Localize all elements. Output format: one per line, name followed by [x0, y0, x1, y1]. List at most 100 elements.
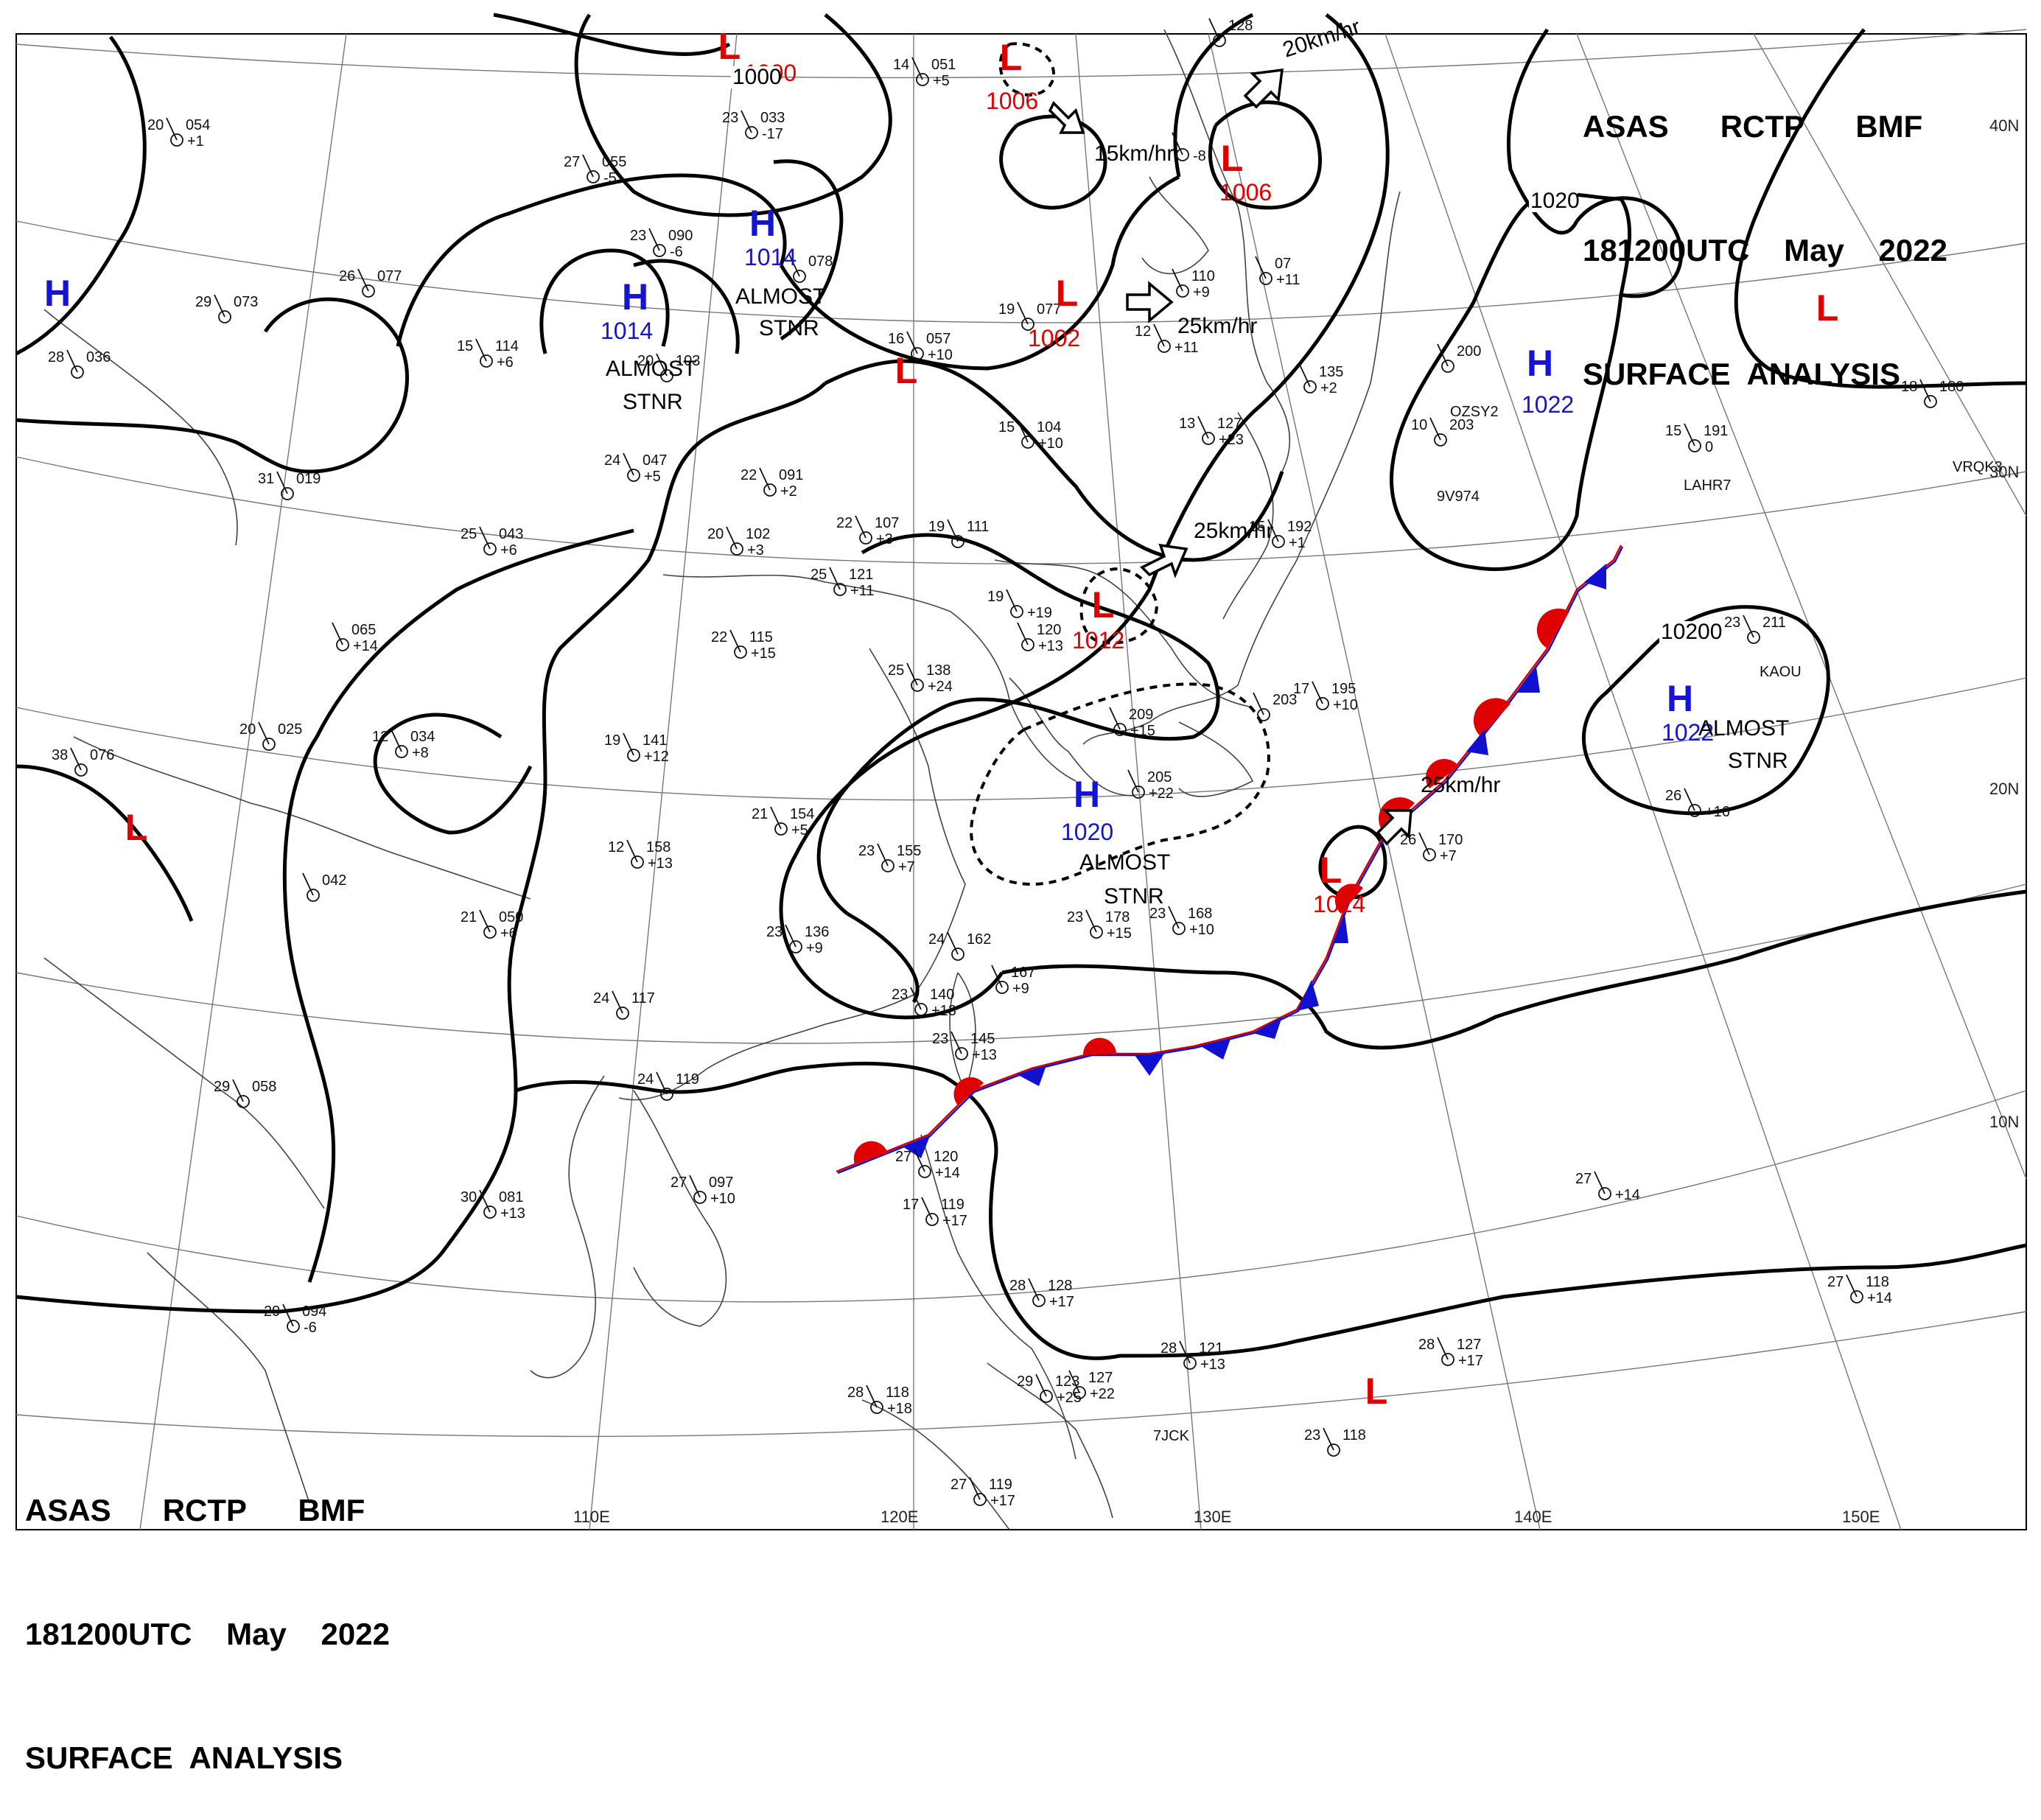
station-plot: 19 +19	[987, 589, 1052, 621]
station-pressure: 118	[886, 1385, 909, 1401]
low-pressure-center: L	[1000, 37, 1023, 78]
station-plot: 26 170+7	[1400, 832, 1463, 864]
header-line-3: SURFACE ANALYSIS	[1583, 357, 1900, 391]
station-circle	[1010, 605, 1023, 618]
station-circle	[916, 73, 929, 86]
station-plot: 38 076	[52, 747, 114, 777]
station-pressure: 117	[631, 990, 655, 1007]
header-line-3: SURFACE ANALYSIS	[25, 1740, 343, 1775]
station-pressure-tendency: +10	[928, 347, 953, 363]
station-pressure: 127	[1457, 1337, 1481, 1353]
station-circle	[918, 1165, 931, 1178]
station-pressure: 120	[934, 1149, 958, 1165]
wind-barb	[612, 990, 623, 1014]
station-plot: 24 162	[928, 931, 991, 961]
station-pressure: 077	[1037, 301, 1061, 318]
longitude-label: 150E	[1842, 1508, 1880, 1526]
longitude-labels: 110E 120E 130E 140E 150E	[573, 1508, 1880, 1526]
station-circle	[1021, 435, 1034, 449]
header-agency: BMF	[1855, 109, 1923, 144]
wind-barb	[623, 452, 634, 476]
station-plot: 065+14	[332, 622, 378, 654]
station-pressure-tendency: +1	[187, 133, 204, 150]
station-pressure-tendency: +5	[644, 469, 661, 485]
station-pressure: 033	[760, 110, 785, 126]
wind-barb	[951, 1031, 962, 1054]
station-plot: 23 145+13	[932, 1031, 997, 1063]
station-plot: 23 178+15	[1067, 909, 1132, 942]
station-pressure: 180	[1939, 379, 1964, 395]
station-temperature: 23	[1724, 615, 1740, 631]
latitude-label: 30N	[1989, 463, 2019, 481]
station-pressure-tendency: +24	[928, 679, 953, 695]
station-temperature: 28	[48, 349, 64, 365]
station-plot: 22 091+2	[741, 467, 803, 500]
pressure-value: 1020	[1061, 819, 1113, 845]
station-circle	[1090, 925, 1103, 939]
station-pressure: 036	[86, 349, 111, 365]
motion-speed-label: 25km/hr	[1421, 773, 1500, 797]
station-temperature: 23	[892, 987, 908, 1003]
station-pressure: 154	[790, 806, 814, 822]
station-circle	[307, 889, 320, 902]
station-circle	[1327, 1443, 1340, 1457]
station-pressure-tendency: +3	[876, 531, 893, 547]
station-pressure-tendency: 0	[1705, 439, 1713, 455]
station-plot: 30 081+13	[461, 1189, 525, 1222]
station-pressure: 128	[1048, 1278, 1072, 1294]
station-circle	[693, 1191, 707, 1204]
station-pressure: 058	[252, 1079, 276, 1095]
station-pressure: 034	[410, 729, 435, 745]
station-plot: 19 077	[998, 301, 1061, 331]
station-pressure: 057	[926, 331, 951, 347]
station-pressure: 119	[676, 1071, 699, 1088]
header-bottom-left: ASAS RCTP BMF 181200UTC May 2022 SURFACE…	[25, 1407, 390, 1820]
low-pressure-center: L	[1320, 850, 1342, 891]
station-pressure: 054	[186, 117, 210, 133]
station-pressure-tendency: +6	[500, 925, 517, 942]
wind-barb	[1006, 589, 1018, 612]
station-plot: 135+2	[1299, 364, 1343, 396]
station-circle	[653, 244, 666, 257]
station-circle	[1176, 284, 1189, 298]
station-temperature: 29	[1017, 1373, 1033, 1390]
station-circle	[1202, 432, 1215, 445]
station-pressure-tendency: +2	[1320, 380, 1337, 396]
station-pressure-tendency: +10	[710, 1191, 735, 1207]
station-pressure: 076	[90, 747, 114, 763]
low-pressure-center: L	[895, 350, 918, 391]
station-circle	[1040, 1390, 1053, 1403]
station-plot: 19 141+12	[604, 732, 669, 765]
header-agency: BMF	[298, 1493, 365, 1527]
stationary-label: ALMOST	[606, 357, 696, 381]
station-pressure: 170	[1438, 832, 1463, 848]
wind-barb	[166, 117, 178, 141]
header-top-right: ASAS RCTP BMF 181200UTC May 2022 SURFACE…	[1583, 24, 1947, 436]
station-plot: 21 050+6	[461, 909, 523, 942]
station-plot: 128	[1208, 18, 1253, 47]
station-pressure: 178	[1105, 909, 1130, 925]
station-plot: 127+22	[1068, 1370, 1115, 1402]
station-pressure-tendency: +7	[1440, 848, 1457, 864]
station-circle	[774, 822, 788, 836]
station-circle	[859, 531, 872, 545]
wind-barb	[1299, 364, 1311, 388]
pressure-value: 1006	[986, 88, 1038, 114]
station-pressure: 155	[897, 843, 921, 859]
station-pressure: 051	[931, 57, 956, 73]
station-pressure-tendency: +22	[1090, 1386, 1115, 1402]
station-pressure: 203	[1449, 417, 1474, 433]
isobar-label: 10200	[1661, 620, 1722, 644]
wind-barb	[1085, 909, 1097, 933]
wind-barb	[391, 729, 402, 752]
station-pressure: 097	[709, 1175, 733, 1191]
wind-barb	[1035, 1373, 1047, 1397]
station-plot: 17 195+10	[1293, 681, 1358, 713]
station-circle	[870, 1401, 883, 1414]
wind-barb	[689, 1175, 701, 1198]
station-pressure-tendency: +13	[972, 1047, 997, 1063]
station-plot: 15 114+6	[457, 338, 519, 371]
ship-id: 7JCK	[1153, 1428, 1190, 1444]
station-temperature: 13	[1179, 416, 1195, 432]
